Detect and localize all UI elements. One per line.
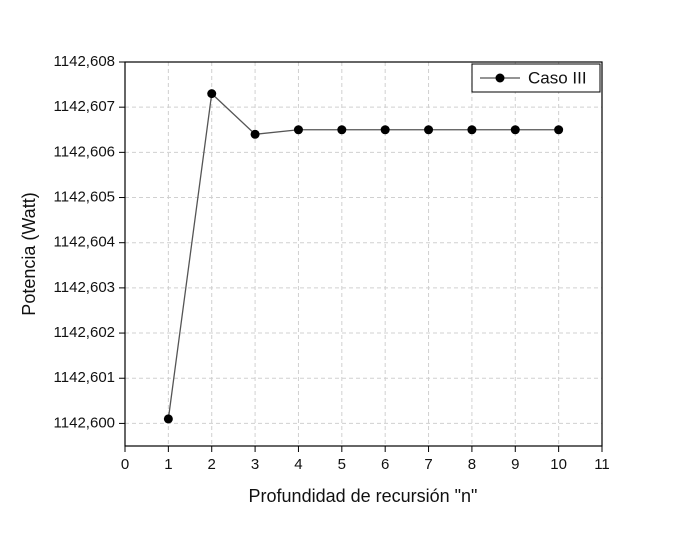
data-point <box>467 125 477 135</box>
x-tick-label: 1 <box>164 456 172 473</box>
x-tick-label: 11 <box>594 456 610 473</box>
y-tick-label: 1142,606 <box>54 143 115 160</box>
data-point <box>293 125 303 135</box>
x-tick-label: 5 <box>338 456 346 473</box>
y-tick-label: 1142,605 <box>54 188 115 205</box>
y-tick-label: 1142,604 <box>54 234 115 251</box>
series-line <box>167 92 559 419</box>
legend-label: Caso III <box>528 68 587 87</box>
data-point <box>554 125 564 135</box>
y-tick-label: 1142,608 <box>54 53 115 70</box>
x-tick-label: 7 <box>424 456 432 473</box>
x-tick-label: 0 <box>121 456 129 473</box>
data-point <box>424 125 434 135</box>
x-tick-label: 10 <box>550 456 567 473</box>
data-point <box>163 414 173 424</box>
y-tick-label: 1142,602 <box>54 324 115 341</box>
data-point <box>207 89 217 99</box>
x-tick-label: 9 <box>511 456 519 473</box>
data-point <box>250 129 260 139</box>
x-tick-label: 3 <box>251 456 259 473</box>
y-axis-label: Potencia (Watt) <box>19 192 39 315</box>
y-tick-label: 1142,600 <box>54 414 115 431</box>
legend-marker <box>495 73 505 83</box>
x-tick-label: 4 <box>294 456 302 473</box>
data-point <box>380 125 390 135</box>
y-tick-label: 1142,603 <box>54 279 115 296</box>
plot-frame <box>124 61 603 447</box>
x-axis-label: Profundidad de recursión "n" <box>249 486 478 506</box>
data-point <box>510 125 520 135</box>
y-tick-label: 1142,601 <box>54 369 115 386</box>
x-tick-label: 8 <box>468 456 476 473</box>
data-point <box>337 125 347 135</box>
x-tick-label: 6 <box>381 456 389 473</box>
y-tick-label: 1142,607 <box>54 98 115 115</box>
x-tick-label: 2 <box>208 456 216 473</box>
